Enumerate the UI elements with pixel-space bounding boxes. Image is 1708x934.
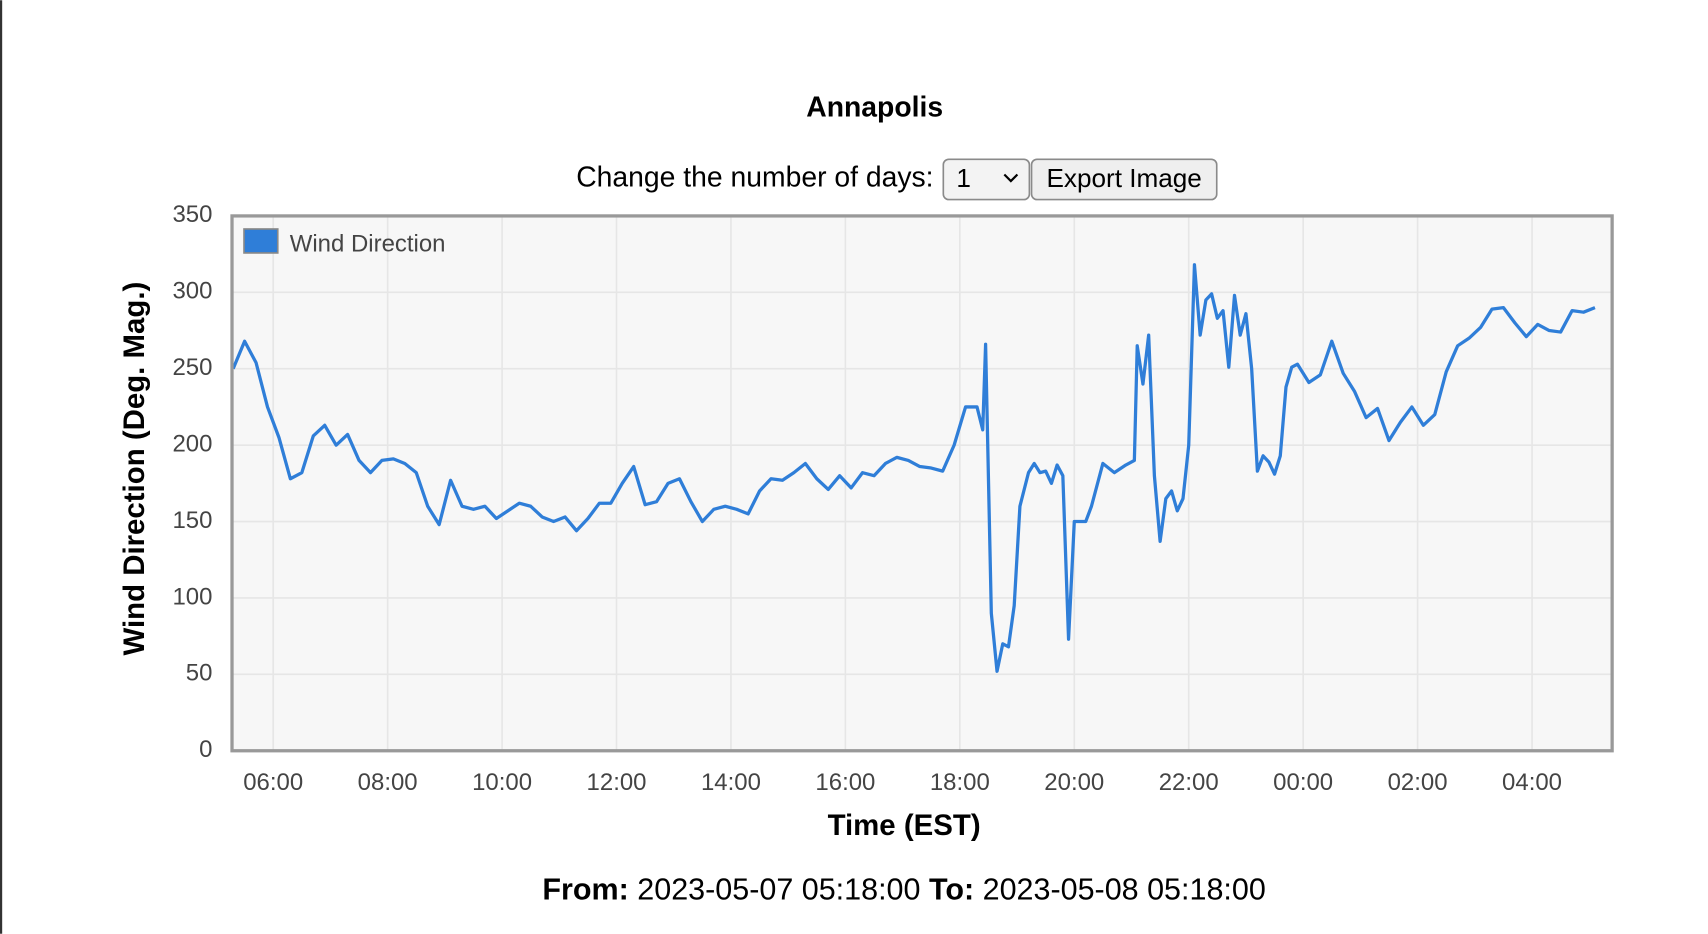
y-tick-label: 300 bbox=[172, 278, 212, 305]
days-label: Change the number of days: bbox=[576, 161, 933, 193]
x-tick-label: 02:00 bbox=[1388, 769, 1448, 796]
x-tick-label: 06:00 bbox=[243, 769, 303, 796]
series-layer bbox=[231, 263, 1596, 673]
x-tick-label: 22:00 bbox=[1159, 769, 1219, 796]
from-date: 2023-05-07 05:18:00 bbox=[637, 872, 920, 906]
select-value[interactable]: 1 bbox=[956, 163, 971, 193]
x-tick-label: 08:00 bbox=[358, 769, 418, 796]
y-tick-label: 350 bbox=[172, 201, 212, 228]
y-tick-label: 150 bbox=[172, 507, 212, 534]
date-range: From: 2023-05-07 05:18:00 To: 2023-05-08… bbox=[542, 872, 1265, 906]
x-tick-label: 12:00 bbox=[587, 769, 647, 796]
from-label: From: bbox=[542, 872, 628, 906]
x-tick-label: 04:00 bbox=[1502, 769, 1562, 796]
x-axis-label: Time (EST) bbox=[828, 809, 981, 842]
chart-title: Annapolis bbox=[806, 92, 943, 124]
plot-border bbox=[230, 214, 1614, 753]
plot-area bbox=[232, 215, 1613, 751]
days-select[interactable]: 1 bbox=[942, 158, 1031, 201]
select-box[interactable] bbox=[942, 158, 1031, 201]
legend: Wind Direction bbox=[243, 228, 446, 258]
x-tick-label: 10:00 bbox=[472, 769, 532, 796]
y-tick-label: 100 bbox=[172, 583, 212, 610]
x-tick-label: 16:00 bbox=[815, 769, 875, 796]
export-button[interactable]: Export Image bbox=[1030, 158, 1218, 201]
to-label: To: bbox=[929, 872, 974, 906]
legend-label: Wind Direction bbox=[290, 231, 446, 258]
button-box[interactable] bbox=[1030, 158, 1218, 201]
series-line bbox=[231, 263, 1596, 673]
x-tick-label: 14:00 bbox=[701, 769, 761, 796]
y-tick-label: 50 bbox=[186, 660, 213, 687]
y-tick-label: 200 bbox=[172, 430, 212, 457]
x-tick-label: 00:00 bbox=[1273, 769, 1333, 796]
select-chevron[interactable] bbox=[1003, 173, 1019, 183]
button-label[interactable]: Export Image bbox=[1046, 163, 1201, 193]
y-axis-label: Wind Direction (Deg. Mag.) bbox=[118, 282, 151, 656]
y-tick-label: 0 bbox=[199, 736, 212, 763]
y-tick-label: 250 bbox=[172, 354, 212, 381]
to-date: 2023-05-08 05:18:00 bbox=[983, 872, 1266, 906]
x-tick-label: 18:00 bbox=[930, 769, 990, 796]
legend-swatch bbox=[243, 228, 279, 254]
x-tick-label: 20:00 bbox=[1044, 769, 1104, 796]
